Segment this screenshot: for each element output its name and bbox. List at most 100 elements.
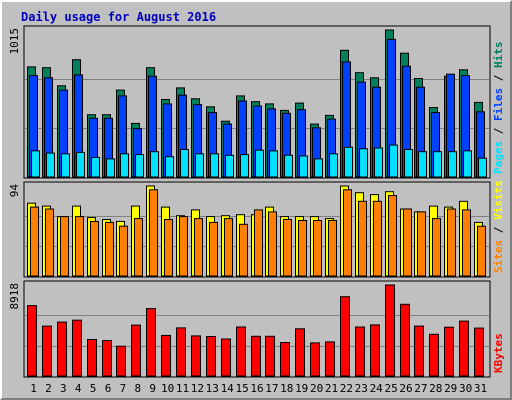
- x-tick-1: 1: [30, 382, 37, 395]
- max-label-visits-sites: 94: [8, 184, 21, 198]
- bar-sites-15: [239, 223, 248, 277]
- bar-pages-16: [255, 149, 264, 178]
- bar-kbytes-2: [42, 325, 52, 377]
- bar-kbytes-13: [206, 336, 216, 377]
- bar-pages-2: [46, 152, 55, 178]
- x-tick-22: 22: [340, 382, 353, 395]
- bar-pages-27: [418, 151, 427, 178]
- x-tick-3: 3: [60, 382, 67, 395]
- bar-pages-19: [299, 155, 308, 178]
- bar-kbytes-30: [459, 320, 469, 377]
- x-tick-13: 13: [206, 382, 219, 395]
- bar-kbytes-17: [265, 335, 275, 377]
- x-tick-6: 6: [105, 382, 112, 395]
- bar-sites-29: [447, 208, 456, 277]
- x-tick-26: 26: [399, 382, 412, 395]
- axis-title-part-hits-files-pages-4: Hits: [492, 42, 505, 69]
- bar-pages-23: [359, 148, 368, 178]
- bar-kbytes-31: [474, 327, 484, 377]
- bar-kbytes-8: [131, 324, 141, 377]
- x-tick-5: 5: [90, 382, 97, 395]
- bar-sites-1: [30, 206, 39, 277]
- bar-pages-7: [120, 153, 129, 178]
- bar-kbytes-14: [221, 338, 231, 377]
- bar-pages-5: [91, 156, 100, 178]
- bar-pages-31: [478, 157, 487, 178]
- bar-sites-8: [134, 218, 143, 277]
- bar-sites-24: [373, 200, 382, 277]
- x-tick-17: 17: [265, 382, 278, 395]
- bar-sites-7: [119, 225, 128, 277]
- bar-sites-18: [283, 219, 292, 277]
- bar-pages-12: [195, 153, 204, 178]
- x-tick-7: 7: [120, 382, 127, 395]
- bar-kbytes-5: [87, 339, 97, 377]
- bar-pages-21: [329, 153, 338, 178]
- x-tick-30: 30: [459, 382, 472, 395]
- bar-pages-14: [225, 154, 234, 178]
- x-tick-8: 8: [134, 382, 141, 395]
- bar-sites-14: [224, 218, 233, 277]
- axis-title-part-hits-files-pages-0: Pages: [492, 141, 505, 174]
- x-tick-25: 25: [384, 382, 397, 395]
- bar-pages-1: [31, 150, 40, 178]
- chart-title: Daily usage for August 2016: [21, 10, 217, 24]
- bar-kbytes-4: [72, 319, 82, 377]
- x-tick-20: 20: [310, 382, 323, 395]
- bar-sites-30: [462, 209, 471, 277]
- bar-sites-31: [477, 225, 486, 277]
- bar-pages-9: [150, 151, 159, 178]
- bar-sites-3: [60, 216, 69, 277]
- bar-kbytes-1: [27, 305, 37, 377]
- bar-pages-18: [284, 154, 293, 178]
- bar-kbytes-29: [444, 326, 454, 377]
- bar-pages-24: [374, 147, 383, 178]
- bar-sites-9: [149, 189, 158, 277]
- x-tick-24: 24: [370, 382, 384, 395]
- bar-kbytes-15: [236, 326, 246, 377]
- bar-pages-22: [344, 146, 353, 178]
- x-tick-14: 14: [221, 382, 235, 395]
- x-tick-31: 31: [474, 382, 487, 395]
- bar-sites-10: [164, 219, 173, 277]
- bar-pages-3: [61, 153, 70, 178]
- bar-pages-17: [269, 150, 278, 178]
- bar-kbytes-22: [340, 296, 350, 377]
- bar-kbytes-6: [102, 340, 112, 377]
- axis-title-kbytes: KBytes: [492, 333, 505, 373]
- axis-title-visits-sites: Sites / Visits: [492, 180, 505, 273]
- bar-kbytes-24: [370, 324, 380, 377]
- bar-sites-16: [254, 209, 263, 277]
- x-tick-12: 12: [191, 382, 204, 395]
- bar-sites-23: [358, 200, 367, 277]
- bar-kbytes-27: [414, 325, 424, 377]
- bar-kbytes-12: [191, 335, 201, 377]
- axis-title-part-visits-sites-0: Sites: [492, 240, 505, 273]
- x-tick-9: 9: [149, 382, 156, 395]
- bar-pages-10: [165, 156, 174, 178]
- bar-kbytes-9: [146, 308, 156, 377]
- x-tick-21: 21: [325, 382, 338, 395]
- bar-pages-20: [314, 158, 323, 178]
- bar-pages-28: [433, 151, 442, 178]
- bar-pages-26: [404, 149, 413, 178]
- bar-pages-25: [389, 144, 398, 178]
- x-tick-23: 23: [355, 382, 368, 395]
- bar-sites-17: [268, 211, 277, 277]
- bar-kbytes-23: [355, 326, 365, 377]
- bar-pages-29: [448, 151, 457, 178]
- bar-sites-21: [328, 220, 337, 277]
- x-tick-11: 11: [176, 382, 189, 395]
- axis-title-part-hits-files-pages-1: /: [492, 121, 505, 141]
- axis-title-part-kbytes-0: KBytes: [492, 333, 505, 373]
- bar-kbytes-7: [116, 345, 126, 377]
- x-tick-28: 28: [429, 382, 442, 395]
- x-tick-15: 15: [235, 382, 248, 395]
- bar-kbytes-10: [161, 334, 171, 377]
- bar-sites-5: [90, 220, 99, 277]
- axis-title-part-hits-files-pages-2: Files: [492, 88, 505, 121]
- bar-kbytes-20: [310, 342, 320, 377]
- bar-pages-4: [76, 151, 85, 178]
- bar-kbytes-21: [325, 341, 335, 377]
